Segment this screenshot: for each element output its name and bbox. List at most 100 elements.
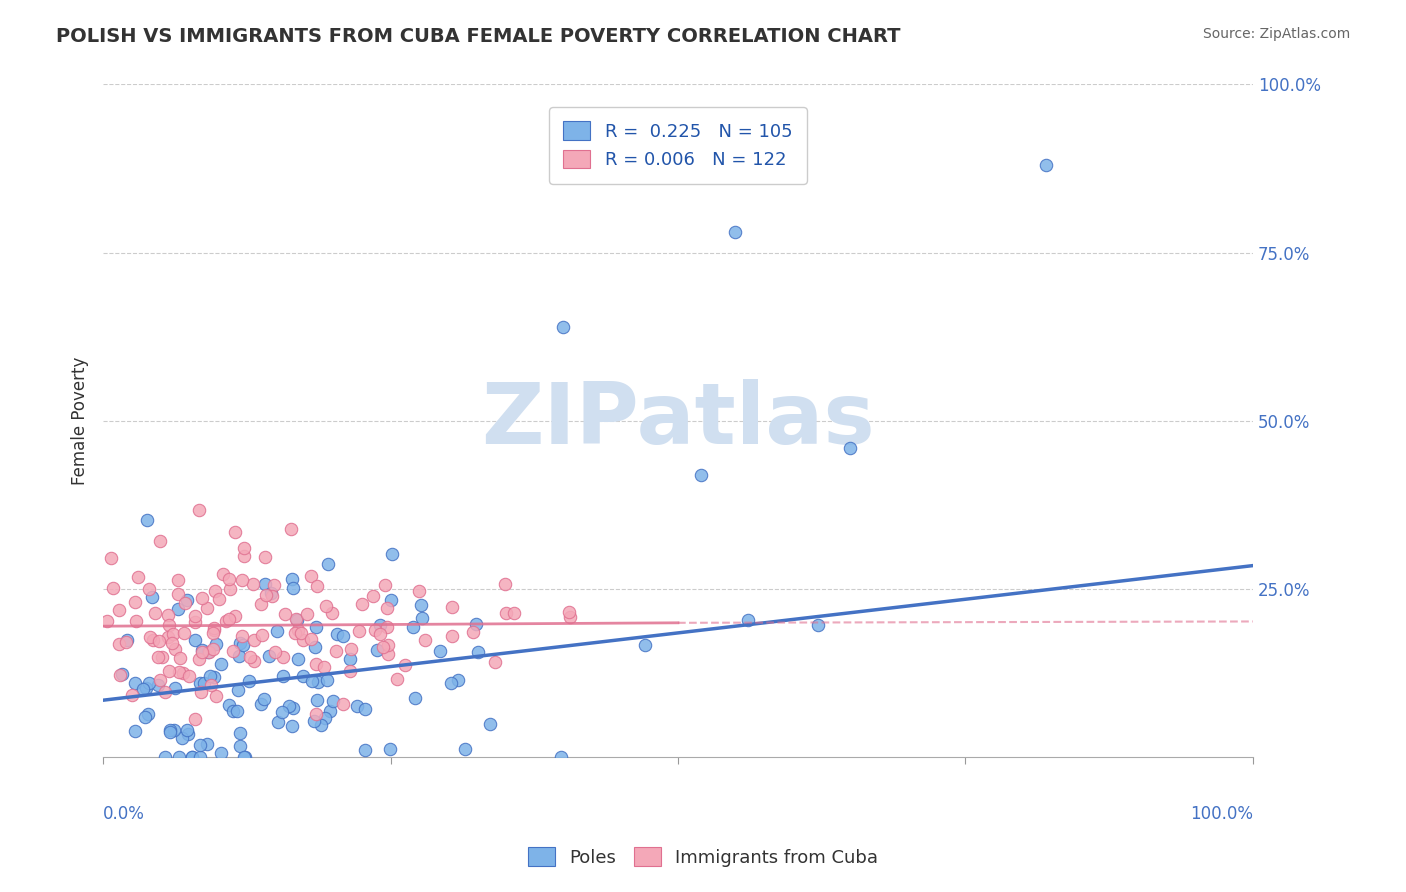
Point	[146, 678, 169, 692]
Point	[201, 642, 224, 657]
Point	[305, 657, 328, 672]
Point	[149, 673, 172, 687]
Point	[202, 669, 225, 683]
Point	[305, 620, 328, 634]
Point	[172, 666, 194, 681]
Point	[233, 750, 256, 764]
Point	[174, 596, 197, 610]
Point	[204, 689, 226, 703]
Point	[197, 645, 219, 659]
Point	[378, 742, 401, 756]
Point	[167, 665, 190, 680]
Point	[441, 629, 464, 643]
Point	[191, 591, 214, 605]
Point	[163, 642, 186, 657]
Point	[339, 651, 361, 665]
Point	[232, 541, 254, 556]
Point	[138, 630, 160, 644]
Point	[228, 739, 250, 753]
Point	[157, 617, 180, 632]
Point	[266, 624, 288, 638]
Point	[124, 595, 146, 609]
Point	[724, 226, 747, 240]
Point	[148, 634, 170, 648]
Point	[301, 673, 323, 688]
Point	[305, 579, 328, 593]
Point	[292, 633, 315, 648]
Point	[839, 441, 862, 455]
Point	[243, 632, 266, 647]
Point	[295, 607, 318, 621]
Point	[502, 606, 524, 620]
Point	[257, 648, 280, 663]
Point	[127, 570, 149, 584]
Point	[253, 577, 276, 591]
Point	[253, 692, 276, 706]
Point	[550, 750, 572, 764]
Point	[484, 655, 506, 669]
Point	[319, 704, 342, 718]
Point	[108, 637, 131, 651]
Point	[375, 600, 398, 615]
Point	[304, 706, 326, 721]
Point	[404, 690, 426, 705]
Point	[190, 685, 212, 699]
Point	[222, 643, 245, 657]
Point	[193, 676, 215, 690]
Point	[271, 669, 294, 683]
Point	[169, 651, 191, 665]
Point	[224, 609, 246, 624]
Point	[160, 635, 183, 649]
Point	[304, 640, 326, 654]
Point	[409, 598, 432, 612]
Point	[370, 627, 392, 641]
Point	[166, 601, 188, 615]
Point	[558, 610, 581, 624]
Point	[188, 652, 211, 666]
Point	[250, 698, 273, 712]
Point	[413, 632, 436, 647]
Point	[124, 724, 146, 739]
Point	[195, 737, 218, 751]
Point	[198, 645, 221, 659]
Point	[242, 576, 264, 591]
Point	[200, 678, 222, 692]
Point	[107, 603, 129, 617]
Point	[134, 710, 156, 724]
Point	[325, 644, 347, 658]
Point	[225, 704, 247, 718]
Point	[690, 467, 713, 482]
Point	[141, 591, 163, 605]
Point	[267, 715, 290, 730]
Point	[332, 697, 354, 711]
Point	[353, 743, 375, 757]
Point	[1035, 158, 1057, 172]
Point	[264, 645, 287, 659]
Point	[332, 629, 354, 643]
Point	[159, 723, 181, 737]
Point	[467, 645, 489, 659]
Point	[281, 700, 304, 714]
Point	[453, 742, 475, 756]
Point	[181, 750, 204, 764]
Point	[364, 623, 387, 637]
Point	[205, 637, 228, 651]
Point	[311, 718, 333, 732]
Point	[218, 582, 240, 596]
Point	[273, 649, 295, 664]
Point	[229, 635, 252, 649]
Point	[375, 620, 398, 634]
Point	[167, 750, 190, 764]
Point	[146, 650, 169, 665]
Point	[132, 682, 155, 697]
Point	[115, 633, 138, 648]
Point	[737, 613, 759, 627]
Point	[260, 590, 283, 604]
Point	[166, 587, 188, 601]
Point	[170, 731, 193, 745]
Point	[138, 582, 160, 597]
Point	[281, 719, 304, 733]
Point	[197, 601, 219, 615]
Point	[380, 592, 402, 607]
Point	[277, 699, 299, 714]
